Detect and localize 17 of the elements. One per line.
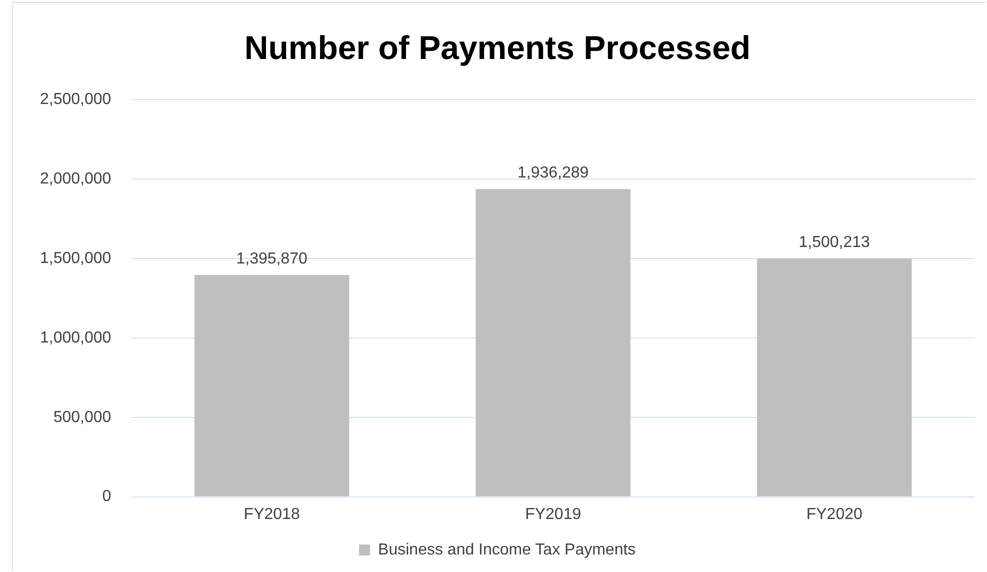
y-tick-label: 0 bbox=[102, 488, 112, 506]
x-tick-label: FY2020 bbox=[806, 506, 862, 523]
y-tick-label: 500,000 bbox=[53, 408, 112, 426]
y-tick-label: 1,000,000 bbox=[40, 329, 112, 346]
data-label: 1,936,289 bbox=[517, 164, 589, 182]
data-label: 1,500,213 bbox=[798, 234, 870, 251]
y-tick-label: 2,500,000 bbox=[40, 91, 112, 108]
x-tick-label: FY2018 bbox=[244, 506, 300, 523]
bar bbox=[476, 189, 630, 496]
chart-title: Number of Payments Processed bbox=[244, 28, 751, 66]
x-tick-label: FY2019 bbox=[525, 506, 582, 523]
y-tick-label: 1,500,000 bbox=[40, 250, 112, 267]
data-label: 1,395,870 bbox=[236, 250, 308, 268]
legend-label: Business and Income Tax Payments bbox=[378, 541, 636, 558]
y-tick-label: 2,000,000 bbox=[40, 170, 112, 188]
bar bbox=[194, 275, 350, 496]
bar bbox=[757, 258, 912, 496]
